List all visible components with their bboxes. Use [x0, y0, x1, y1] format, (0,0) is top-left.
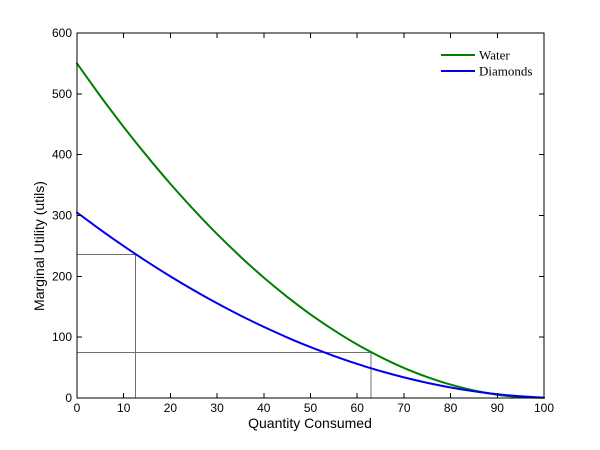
legend: Water Diamonds	[441, 48, 532, 79]
x-tick-label-0: 0	[74, 401, 81, 415]
x-axis-label: Quantity Consumed	[248, 415, 372, 431]
y-tick-label-600: 600	[52, 26, 72, 40]
y-tick-label-200: 200	[52, 269, 72, 283]
y-tick-label-400: 400	[52, 148, 72, 162]
x-tick-label-40: 40	[257, 401, 271, 415]
plot-area: 0 10 20 30 40 50 60 70 80 90 100 0 100 200 300 400 500 60…	[52, 26, 554, 415]
y-axis-label: Marginal Utility (utils)	[31, 181, 47, 311]
x-tick-label-60: 60	[351, 401, 365, 415]
x-tick-label-100: 100	[534, 401, 554, 415]
x-tick-label-70: 70	[397, 401, 411, 415]
x-tick-label-20: 20	[164, 401, 178, 415]
plot-frame	[76, 32, 545, 399]
legend-label-diamonds: Diamonds	[479, 64, 532, 79]
x-tick-label-90: 90	[491, 401, 505, 415]
x-tick-label-50: 50	[304, 401, 318, 415]
x-tick-label-80: 80	[444, 401, 458, 415]
legend-label-water: Water	[479, 48, 510, 63]
y-tick-label-0: 0	[65, 391, 72, 405]
y-tick-label-500: 500	[52, 87, 72, 101]
x-tick-label-10: 10	[117, 401, 131, 415]
y-tick-label-300: 300	[52, 209, 72, 223]
series-line-diamonds	[76, 211, 545, 399]
series-line-water	[76, 62, 545, 399]
y-tick-label-100: 100	[52, 330, 72, 344]
x-tick-label-30: 30	[210, 401, 224, 415]
